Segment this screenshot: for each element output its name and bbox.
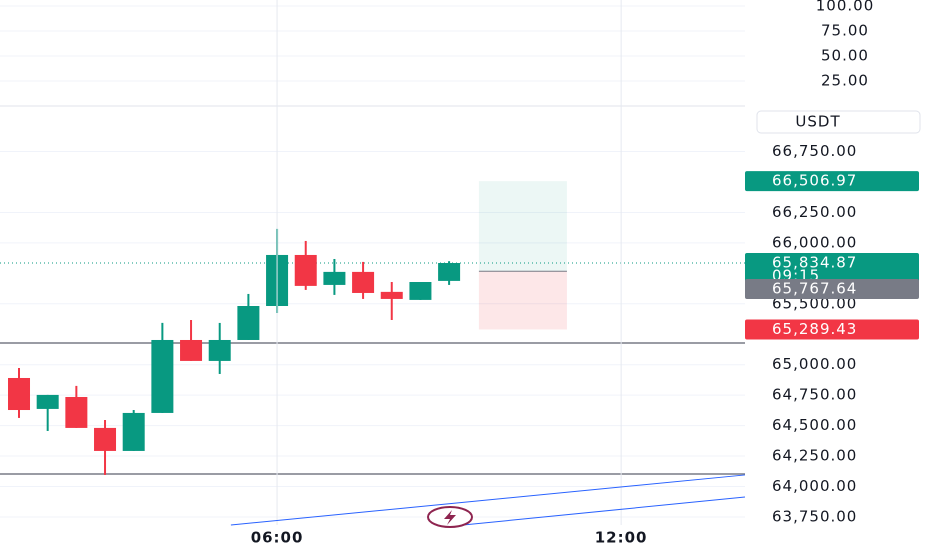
price-label-text: 65,834.87 [772, 254, 857, 272]
lightning-icon[interactable] [427, 506, 473, 528]
candle-body [8, 377, 31, 411]
candle-body [122, 412, 145, 451]
candle-body [380, 291, 403, 299]
y-tick-label: 66,000.00 [772, 233, 857, 251]
price-label [745, 171, 919, 192]
candle-body [208, 339, 231, 361]
profit-zone [478, 181, 567, 272]
plot-area [0, 151, 745, 518]
y-tick-label: 64,250.00 [772, 447, 857, 465]
y-tick-label: 65,000.00 [772, 355, 857, 373]
y-tick-label: 66,750.00 [772, 142, 857, 160]
x-tick-label: 12:00 [595, 529, 648, 547]
candle-body [352, 271, 375, 293]
y-tick-label: 64,500.00 [772, 416, 857, 434]
y-tick-label: 75.00 [821, 22, 869, 40]
candle-body [294, 254, 317, 286]
y-tick-label: 64,000.00 [772, 477, 857, 495]
trend-line [230, 474, 746, 526]
price-label [745, 279, 919, 300]
price-label-text: 65,767.64 [772, 280, 857, 298]
y-tick-label: 50.00 [821, 47, 869, 65]
candle-body [237, 305, 260, 340]
y-tick-label: 63,750.00 [772, 507, 857, 525]
currency-button[interactable] [756, 110, 921, 134]
candle-body [36, 394, 59, 409]
price-label [745, 253, 919, 284]
price-label [745, 319, 919, 340]
x-tick-label: 06:00 [251, 529, 304, 547]
currency-label: USDT [795, 113, 840, 131]
candle-body [65, 396, 88, 428]
y-tick-label: 100.00 [816, 0, 875, 15]
y-tick-label: 66,250.00 [772, 203, 857, 221]
candle-body [180, 339, 203, 361]
candle-body [438, 263, 461, 281]
price-label-text: 65,289.43 [772, 320, 857, 338]
y-tick-label: 64,750.00 [772, 386, 857, 404]
y-tick-label: 25.00 [821, 72, 869, 90]
loss-zone [478, 271, 567, 330]
price-label-text: 66,506.97 [772, 172, 857, 190]
candle-body [94, 427, 117, 451]
trend-line [463, 496, 746, 526]
candle-body [409, 282, 432, 300]
candle-body [323, 271, 346, 285]
candle-body [151, 339, 174, 413]
